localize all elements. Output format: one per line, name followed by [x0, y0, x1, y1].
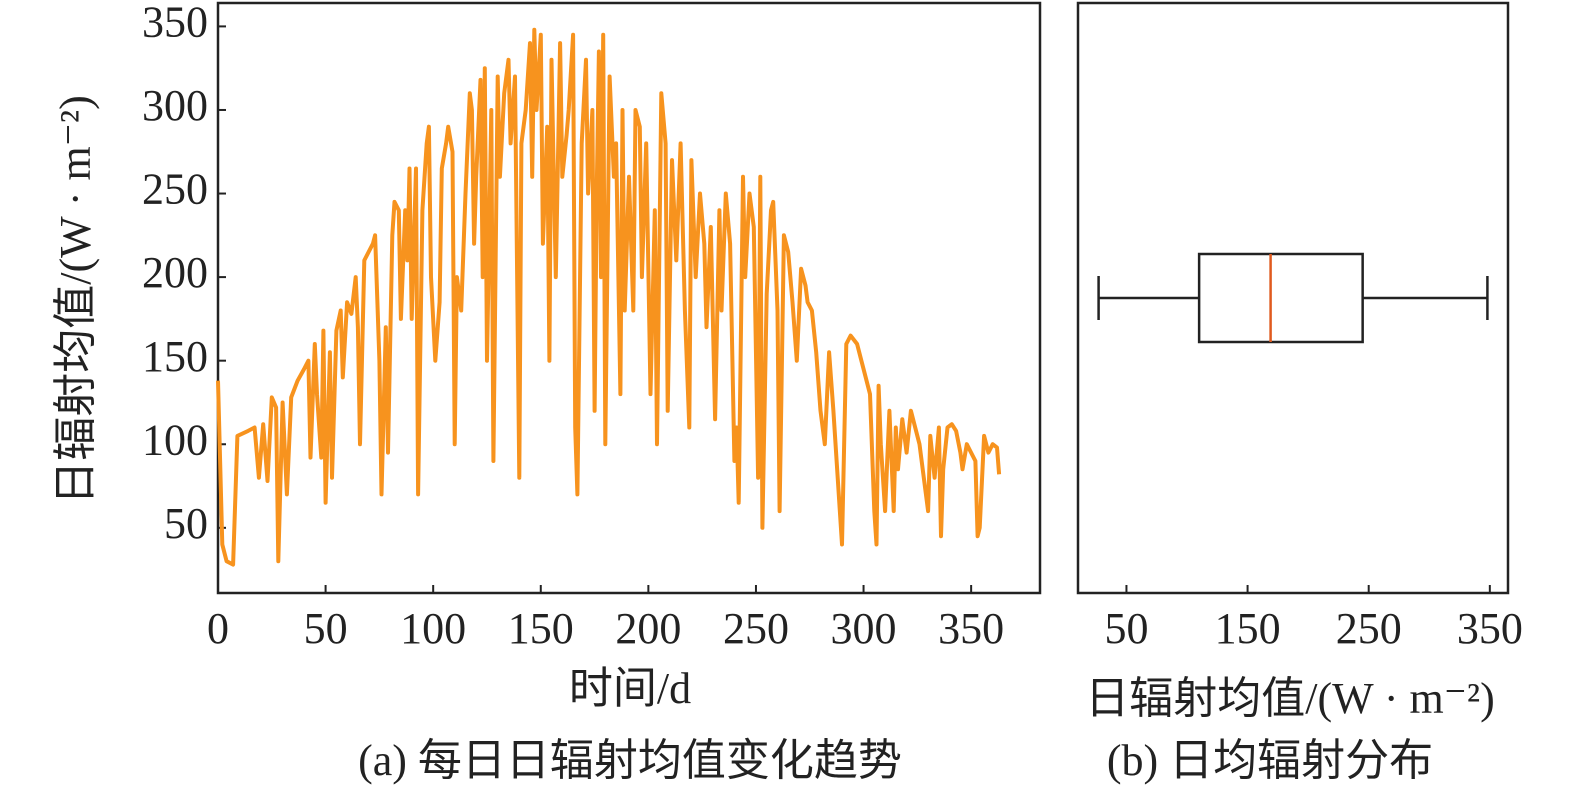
- y-tick-label: 200: [142, 248, 208, 297]
- x-axis-label: 时间/d: [569, 664, 691, 713]
- x-tick-label: 150: [508, 604, 574, 653]
- y-tick-label: 300: [142, 81, 208, 130]
- x-axis-label: 日辐射均值/(W · m⁻²): [1085, 674, 1495, 723]
- y-tick-label: 50: [164, 499, 208, 548]
- y-axis-label: 日辐射均值/(W · m⁻²): [51, 95, 100, 505]
- y-tick-label: 100: [142, 415, 208, 464]
- x-tick-label: 150: [1215, 604, 1281, 653]
- y-tick-label: 150: [142, 332, 208, 381]
- data-line: [216, 27, 1002, 567]
- chart-title: (b) 日均辐射分布: [1107, 736, 1433, 785]
- x-tick-label: 350: [938, 604, 1004, 653]
- x-tick-label: 50: [304, 604, 348, 653]
- x-tick-label: 200: [615, 604, 681, 653]
- x-tick-label: 300: [831, 604, 897, 653]
- plot-frame: [1076, 1, 1510, 595]
- x-tick-label: 250: [723, 604, 789, 653]
- x-tick-label: 100: [400, 604, 466, 653]
- x-tick-label: 350: [1457, 604, 1523, 653]
- x-tick-label: 250: [1336, 604, 1402, 653]
- box: [1197, 252, 1364, 344]
- x-tick-label: 0: [207, 604, 229, 653]
- chart-title: (a) 每日日辐射均值变化趋势: [358, 736, 902, 785]
- plot-frame: [216, 1, 1042, 595]
- y-tick-label: 250: [142, 165, 208, 214]
- x-tick-label: 50: [1104, 604, 1148, 653]
- y-tick-label: 350: [142, 0, 208, 46]
